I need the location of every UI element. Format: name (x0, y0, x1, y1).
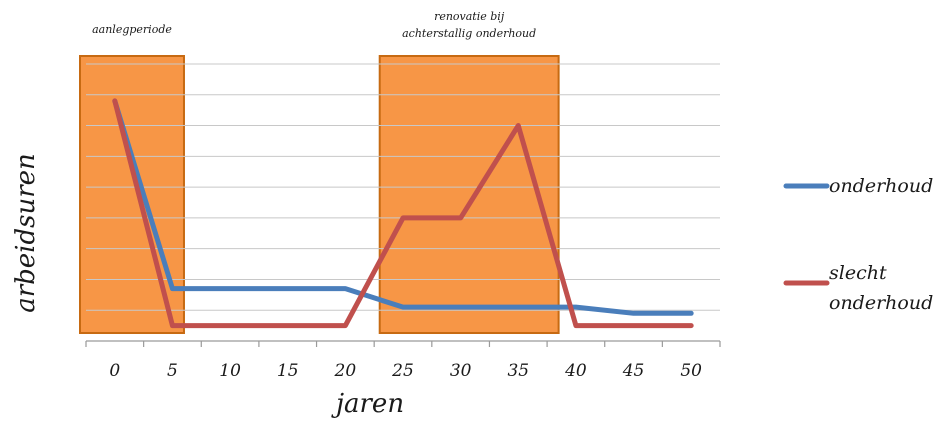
annotation-renovatie-line-1: renovatie bij (434, 10, 505, 23)
x-tick-label: 45 (622, 361, 645, 381)
period-band-1 (79, 55, 185, 334)
x-tick-label: 20 (334, 361, 357, 381)
annotation-aanlegperiode: aanlegperiode (92, 23, 172, 36)
y-axis-title: arbeidsuren (11, 153, 41, 313)
gridlines (86, 63, 720, 311)
x-tick-label: 50 (680, 361, 702, 381)
x-tick-label: 30 (450, 361, 472, 381)
legend-label-2: slecht onderhoud (829, 262, 933, 314)
legend: onderhoud slecht onderhoud (783, 175, 933, 314)
x-tick-label: 5 (167, 361, 178, 381)
annotation-renovatie-line-2: achterstallig onderhoud (402, 27, 536, 40)
x-tick-label: 40 (564, 361, 587, 381)
series-line-onderhoud (112, 98, 694, 316)
series-line-slecht-onderhoud (112, 98, 694, 329)
x-tick-label: 10 (219, 361, 241, 381)
x-axis-title: jaren (331, 389, 404, 419)
series-lines (112, 98, 694, 329)
x-tick-label: 0 (109, 361, 120, 381)
x-tick-label: 35 (507, 361, 529, 381)
x-tick-label: 25 (391, 361, 414, 381)
x-axis: 0 5 10 15 20 25 30 35 40 45 50 (85, 340, 721, 381)
x-tick-label: 15 (277, 361, 299, 381)
period-band-2 (378, 55, 560, 334)
period-annotations: aanlegperiode renovatie bij achterstallig … (92, 10, 536, 40)
legend-label-1: onderhoud (829, 175, 933, 197)
period-bands (79, 55, 560, 334)
